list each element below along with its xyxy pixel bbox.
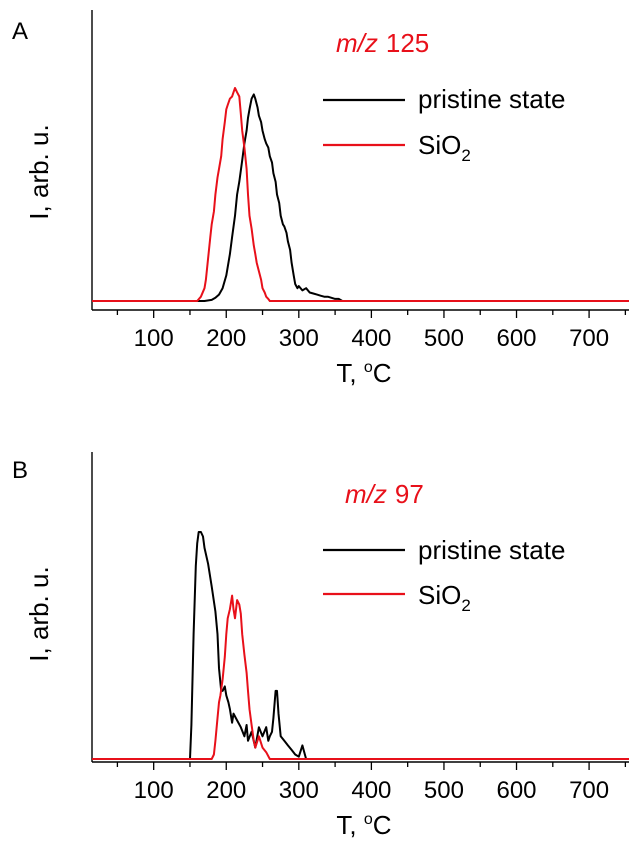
plot-area-b — [92, 532, 629, 759]
series-line-pristine-state — [92, 94, 629, 301]
legend-b: pristine state SiO2 — [323, 535, 565, 615]
legend-label-pristine-a: pristine state — [418, 84, 565, 114]
x-tick-label-300: 300 — [279, 325, 319, 352]
legend-sio2-main-a: SiO — [418, 130, 461, 160]
x-tick-label-100: 100 — [134, 325, 174, 352]
x-tick-label-400: 400 — [351, 325, 391, 352]
legend-sio2-main-b: SiO — [418, 580, 461, 610]
x-tick-label-500: 500 — [424, 325, 464, 352]
x-tick-label-400: 400 — [351, 777, 391, 804]
x-tick-label-600: 600 — [496, 325, 536, 352]
mz-prefix-b: m/z — [345, 479, 387, 509]
y-axis-title-a: I, arb. u. — [24, 124, 54, 219]
x-title-unit-a: C — [373, 358, 392, 388]
mz-number-a: 125 — [386, 28, 429, 58]
x-ticks-b — [117, 762, 625, 770]
mz-prefix-a: m/z — [336, 28, 378, 58]
x-tick-labels-b: 100 200 300 400 500 600 700 — [134, 777, 609, 804]
x-title-main-b: T, — [336, 810, 363, 840]
x-title-unit-b: C — [373, 810, 392, 840]
x-title-main-a: T, — [336, 358, 363, 388]
plot-area-a — [92, 88, 629, 301]
x-tick-label-700: 700 — [569, 777, 609, 804]
legend-label-sio2-a: SiO2 — [418, 130, 471, 165]
legend-sio2-sub-b: 2 — [461, 596, 470, 615]
x-tick-label-500: 500 — [424, 777, 464, 804]
x-tick-label-100: 100 — [134, 777, 174, 804]
x-axis-title-a: T, oC — [336, 358, 391, 388]
legend-a: pristine state SiO2 — [323, 84, 565, 165]
series-line-sio2 — [92, 88, 629, 301]
legend-label-pristine-b: pristine state — [418, 535, 565, 565]
x-axis-title-b: T, oC — [336, 810, 391, 840]
legend-label-sio2-b: SiO2 — [418, 580, 471, 615]
x-ticks-a — [117, 310, 625, 318]
panel-label-b: B — [12, 457, 28, 484]
x-title-sup-a: o — [364, 359, 373, 376]
x-tick-label-200: 200 — [206, 325, 246, 352]
panel-a: A m/z 125 I, arb. u. 100 200 300 400 500 600 70… — [12, 10, 629, 388]
x-tick-label-200: 200 — [206, 777, 246, 804]
x-tick-labels-a: 100 200 300 400 500 600 700 — [134, 325, 609, 352]
series-line-sio2 — [92, 596, 629, 759]
panel-label-a: A — [12, 18, 28, 45]
panel-b: B m/z 97 I, arb. u. 100 200 300 400 500 600 700… — [12, 452, 629, 840]
x-tick-label-300: 300 — [279, 777, 319, 804]
x-tick-label-600: 600 — [496, 777, 536, 804]
x-tick-label-700: 700 — [569, 325, 609, 352]
mz-annotation-b: m/z 97 — [345, 479, 424, 509]
y-axis-title-b: I, arb. u. — [24, 566, 54, 661]
x-title-sup-b: o — [364, 811, 373, 828]
mz-annotation-a: m/z 125 — [336, 28, 429, 58]
series-line-pristine-state — [92, 532, 629, 759]
legend-sio2-sub-a: 2 — [461, 146, 470, 165]
mz-number-b: 97 — [395, 479, 424, 509]
